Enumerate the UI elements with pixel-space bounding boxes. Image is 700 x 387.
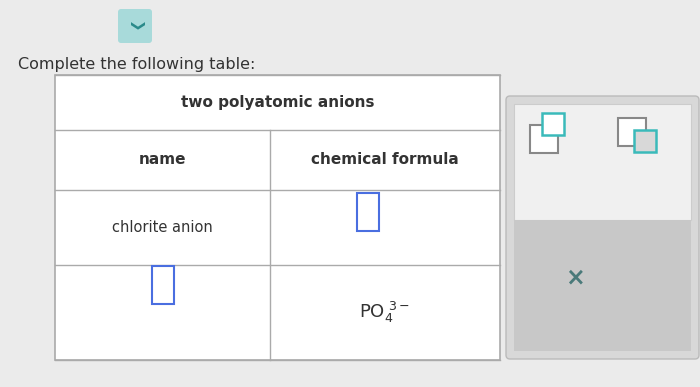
Text: chlorite anion: chlorite anion <box>112 220 213 235</box>
Text: name: name <box>139 152 186 168</box>
Bar <box>514 104 691 220</box>
FancyBboxPatch shape <box>506 96 699 359</box>
Text: Complete the following table:: Complete the following table: <box>18 57 255 72</box>
Bar <box>152 266 174 304</box>
Bar <box>530 125 558 153</box>
Bar <box>55 75 500 360</box>
FancyBboxPatch shape <box>118 9 152 43</box>
Text: ❯: ❯ <box>128 21 142 33</box>
Bar <box>634 130 656 152</box>
Text: two polyatomic anions: two polyatomic anions <box>181 95 374 110</box>
Text: PO$_4^{\ 3-}$: PO$_4^{\ 3-}$ <box>360 300 410 325</box>
Bar <box>514 220 691 351</box>
Bar <box>542 113 564 135</box>
Bar <box>357 193 379 231</box>
Bar <box>618 118 646 146</box>
Text: ×: × <box>565 266 585 290</box>
Text: chemical formula: chemical formula <box>311 152 459 168</box>
